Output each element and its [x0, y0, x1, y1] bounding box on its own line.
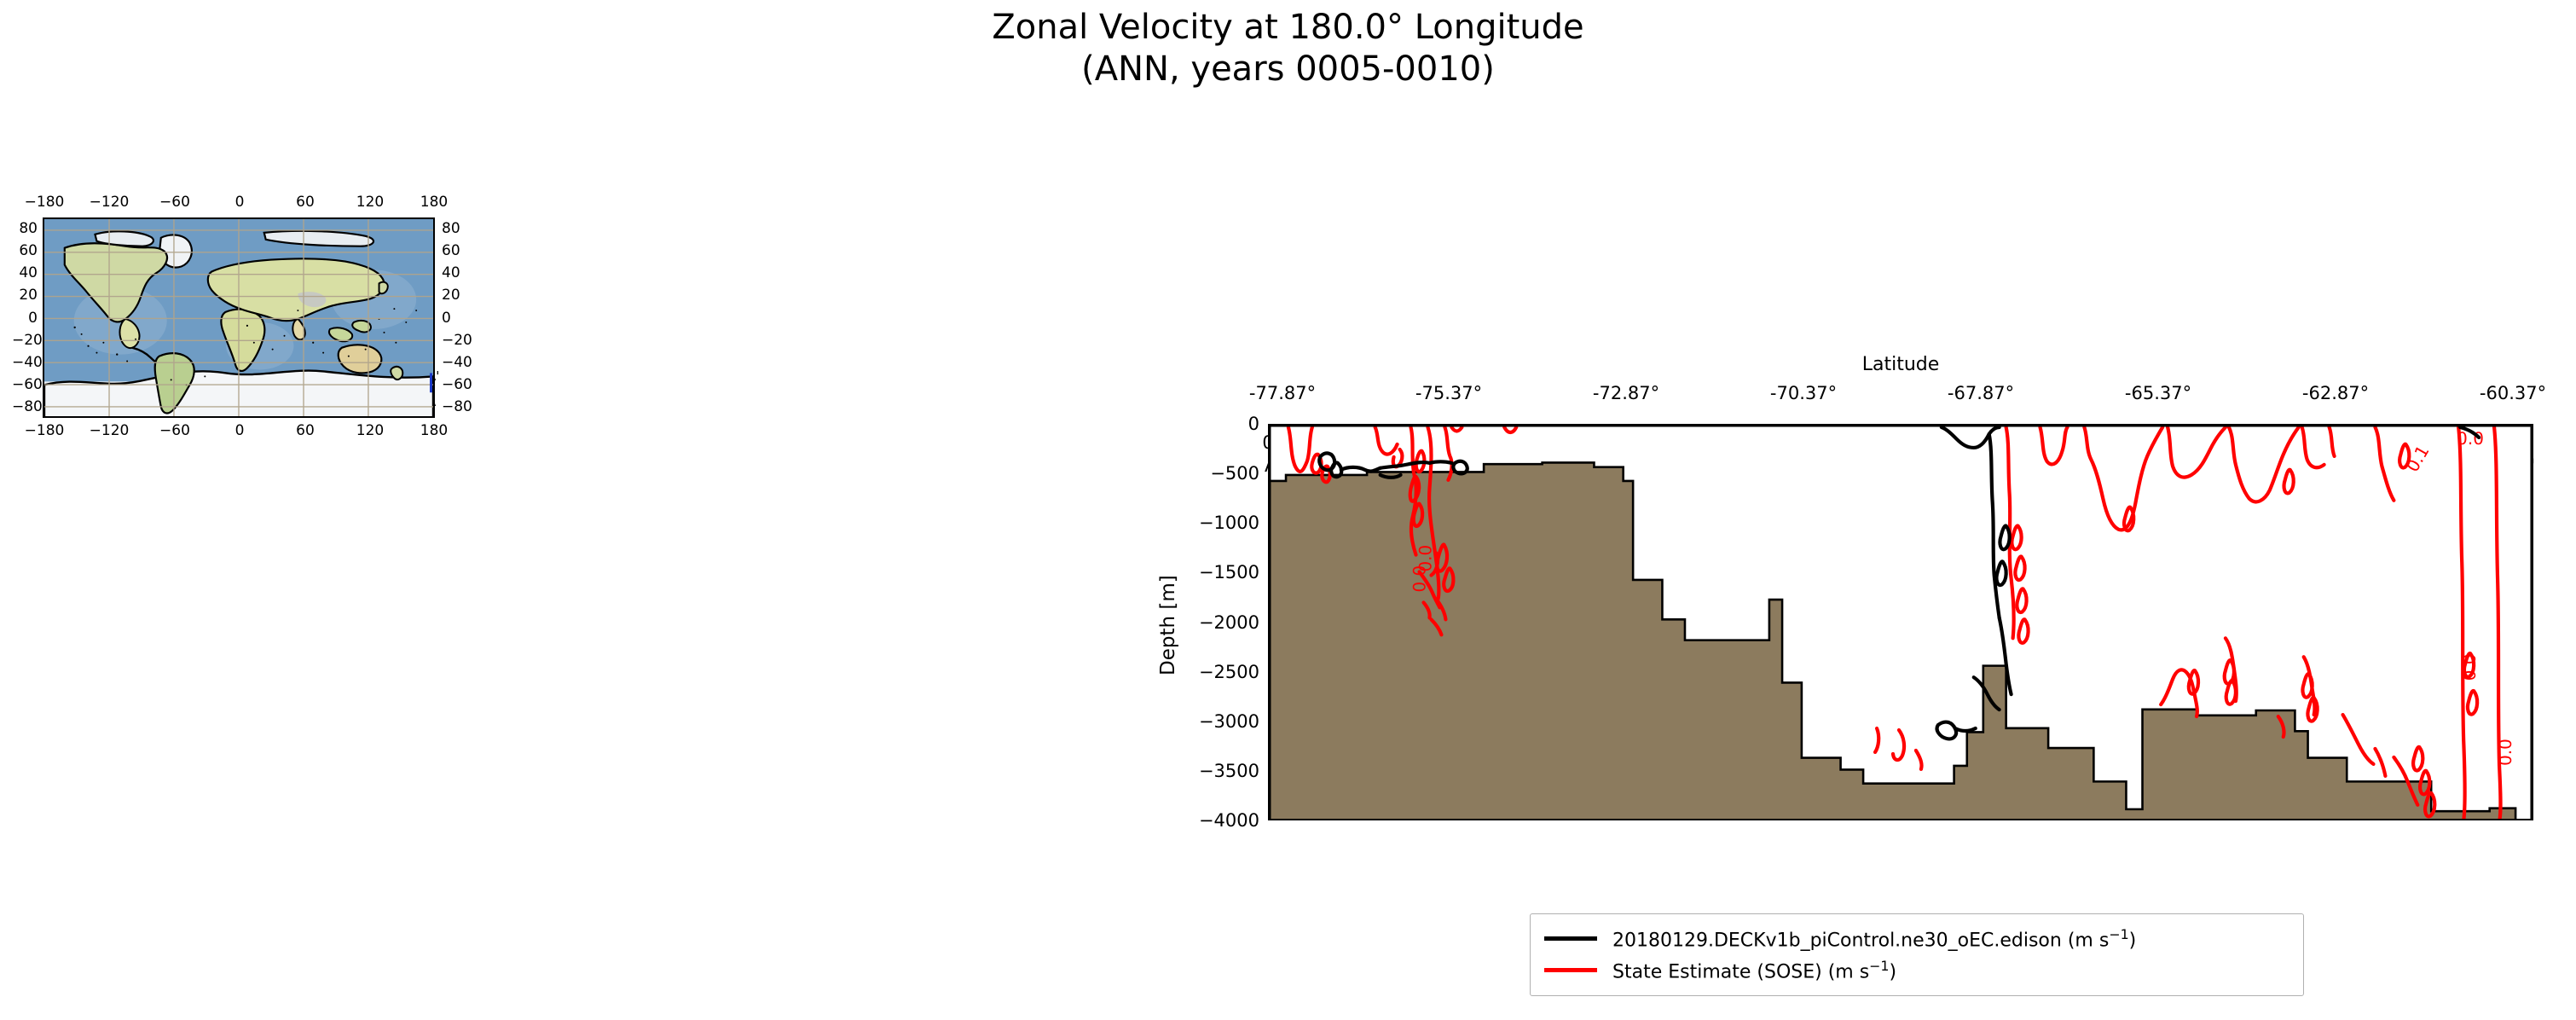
map-ytick-left-1: 60	[19, 242, 38, 260]
latitude-tick-6: -62.87°	[2301, 383, 2370, 403]
map-xtick-bottom-1: −120	[89, 422, 130, 439]
legend-item-sose: State Estimate (SOSE) (m s−1)	[1544, 954, 2289, 986]
legend-label-sose-text: State Estimate (SOSE) (m s	[1612, 961, 1870, 983]
depth-tick-8: −4000	[1198, 810, 1259, 831]
map-ytick-right-6: −40	[442, 353, 472, 371]
map-ytick-right-2: 40	[442, 264, 460, 282]
latitude-tick-5: -65.37°	[2124, 383, 2192, 403]
depth-tick-5: −2500	[1198, 661, 1259, 682]
latitude-tick-1: -75.37°	[1415, 383, 1483, 403]
map-xtick-top-3: 0	[234, 194, 245, 211]
map-xtick-bottom-3: 0	[234, 422, 245, 439]
map-ytick-left-4: 0	[28, 309, 38, 327]
map-xtick-bottom-4: 60	[296, 422, 315, 439]
map-ytick-right-0: 80	[442, 220, 460, 238]
latitude-axis-title: Latitude	[1861, 354, 1940, 375]
map-ytick-left-2: 40	[19, 264, 38, 282]
map-xtick-top-2: −60	[159, 194, 190, 211]
svg-text:0.0: 0.0	[1415, 545, 1435, 572]
legend-label-model-text: 20180129.DECKv1b_piControl.ne30_oEC.edis…	[1612, 930, 2110, 952]
map-ytick-right-5: −20	[442, 331, 472, 349]
legend-line-swatch-model	[1544, 936, 1597, 941]
world-map-graphic	[44, 219, 433, 416]
legend-label-model-exponent: −1	[2109, 925, 2129, 942]
map-xtick-top-1: −120	[89, 194, 130, 211]
legend-label-model-tail: )	[2128, 930, 2137, 952]
map-xtick-bottom-0: −180	[24, 422, 65, 439]
map-xtick-top-0: −180	[24, 194, 65, 211]
map-xtick-top-6: 180	[420, 194, 449, 211]
map-xtick-bottom-5: 120	[356, 422, 385, 439]
map-ytick-left-6: −40	[12, 353, 43, 371]
cross-section-panel: Latitude -77.87° -75.37° -72.87° -70.37°…	[1157, 354, 2546, 831]
map-ytick-left-0: 80	[19, 220, 38, 238]
bathymetry-fill	[1270, 461, 2517, 819]
depth-tick-4: −2000	[1198, 611, 1259, 633]
map-axes-frame	[43, 217, 435, 418]
latitude-tick-2: -72.87°	[1592, 383, 1660, 403]
map-ytick-right-8: −80	[442, 397, 472, 415]
depth-axis-title: Depth [m]	[1157, 575, 1179, 675]
legend-item-model: 20180129.DECKv1b_piControl.ne30_oEC.edis…	[1544, 923, 2289, 954]
latitude-tick-0: -77.87°	[1248, 383, 1317, 403]
latitude-tick-3: -70.37°	[1769, 383, 1838, 403]
depth-tick-6: −3000	[1198, 710, 1259, 732]
depth-tick-3: −1500	[1198, 562, 1259, 583]
legend-label-sose-exponent: −1	[1869, 957, 1890, 974]
depth-tick-2: −1000	[1198, 513, 1259, 534]
map-xtick-top-5: 120	[356, 194, 385, 211]
legend-line-swatch-sose	[1544, 968, 1597, 972]
map-ytick-left-7: −60	[12, 375, 43, 393]
map-xtick-bottom-6: 180	[420, 422, 449, 439]
map-ytick-right-3: 20	[442, 287, 460, 304]
depth-tick-1: −500	[1210, 463, 1259, 484]
depth-tick-0: 0	[1247, 414, 1259, 434]
legend-label-model: 20180129.DECKv1b_piControl.ne30_oEC.edis…	[1612, 926, 2136, 951]
cross-section-axes-frame: 0.0 0.0	[1268, 424, 2533, 820]
map-ytick-right-1: 60	[442, 242, 460, 260]
map-xtick-bottom-2: −60	[159, 422, 190, 439]
depth-tick-7: −3500	[1198, 760, 1259, 781]
map-ytick-left-5: −20	[12, 331, 43, 349]
map-ytick-left-3: 20	[19, 287, 38, 304]
legend-label-sose: State Estimate (SOSE) (m s−1)	[1612, 958, 1896, 982]
map-ytick-right-7: −60	[442, 375, 472, 393]
latitude-tick-7: -60.37°	[2479, 383, 2547, 403]
series-legend: 20180129.DECKv1b_piControl.ne30_oEC.edis…	[1530, 913, 2304, 996]
legend-label-sose-tail: )	[1889, 961, 1897, 983]
model-contours	[1317, 426, 2481, 741]
svg-text:0.0: 0.0	[1410, 565, 1430, 593]
figure-title: Zonal Velocity at 180.0° Longitude (ANN,…	[992, 8, 1584, 89]
map-ytick-left-8: −80	[12, 397, 43, 415]
latitude-tick-4: -67.87°	[1947, 383, 2015, 403]
sose-contours: 0.0 0.0	[1286, 426, 2515, 819]
svg-text:0.0: 0.0	[2459, 653, 2480, 681]
map-xtick-top-4: 60	[296, 194, 315, 211]
cross-section-graphic: 0.0 0.0	[1270, 426, 2532, 819]
svg-text:0.0: 0.0	[2495, 739, 2515, 766]
world-locator-map-panel: −180 −120 −60 0 60 120 180 −180 −120 −60…	[12, 194, 472, 439]
map-ytick-right-4: 0	[442, 309, 451, 327]
